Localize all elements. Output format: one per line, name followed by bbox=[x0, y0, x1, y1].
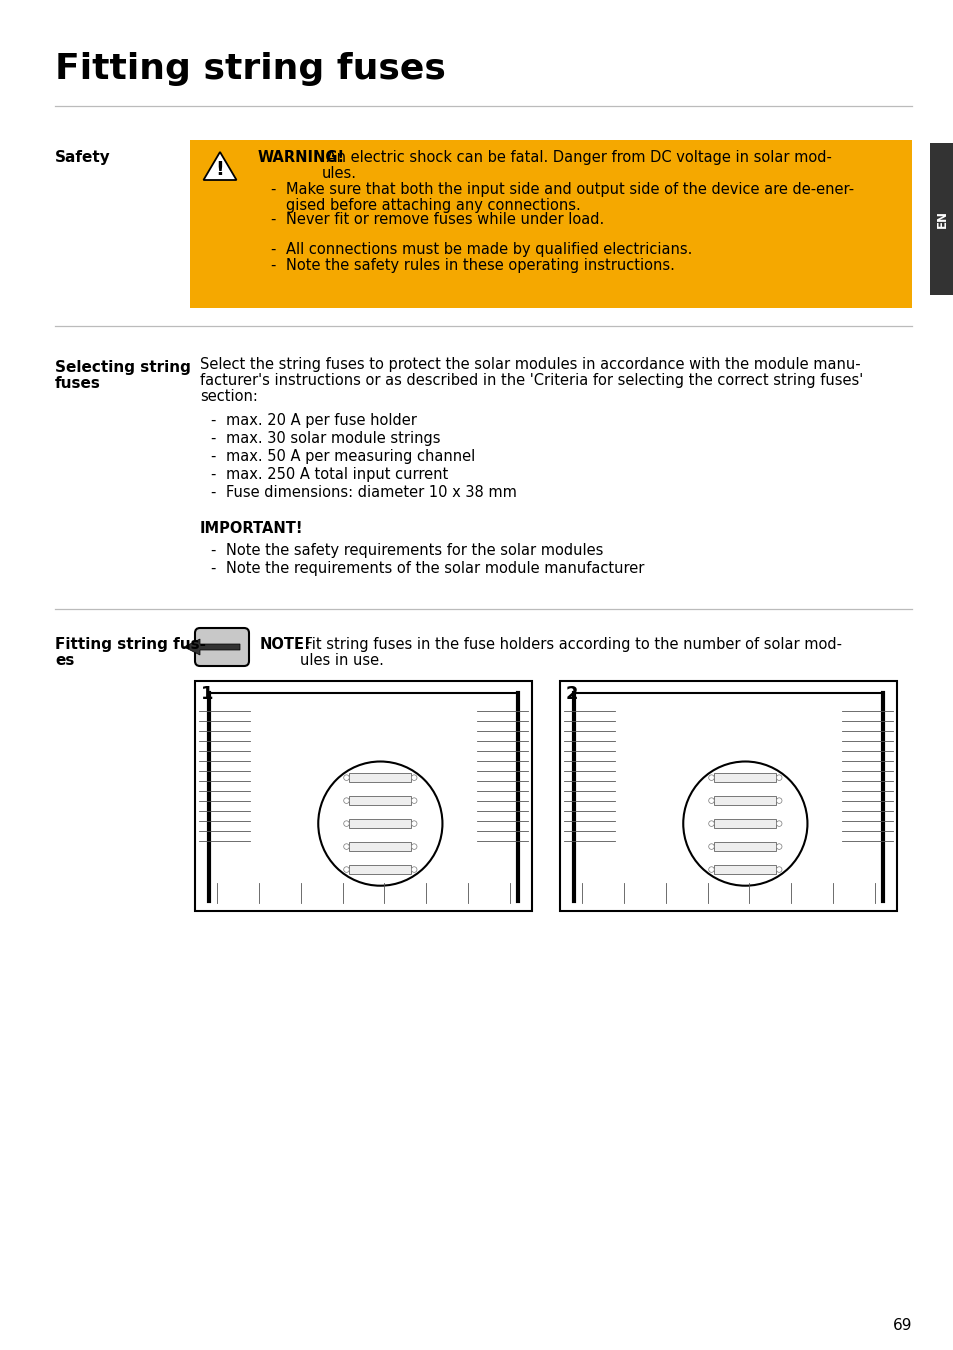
Text: 69: 69 bbox=[892, 1318, 911, 1332]
Circle shape bbox=[708, 844, 714, 849]
Text: -: - bbox=[270, 258, 275, 273]
Text: IMPORTANT!: IMPORTANT! bbox=[200, 521, 303, 536]
Text: 1: 1 bbox=[201, 684, 213, 703]
Circle shape bbox=[411, 844, 416, 849]
Text: Never fit or remove fuses while under load.: Never fit or remove fuses while under lo… bbox=[286, 212, 603, 227]
FancyBboxPatch shape bbox=[349, 865, 411, 875]
Circle shape bbox=[708, 775, 714, 780]
FancyBboxPatch shape bbox=[349, 796, 411, 806]
FancyBboxPatch shape bbox=[349, 819, 411, 829]
Polygon shape bbox=[203, 153, 236, 180]
Text: -: - bbox=[270, 182, 275, 197]
FancyBboxPatch shape bbox=[349, 842, 411, 852]
Circle shape bbox=[343, 867, 349, 872]
Circle shape bbox=[343, 844, 349, 849]
Text: Note the safety rules in these operating instructions.: Note the safety rules in these operating… bbox=[286, 258, 674, 273]
Text: ules in use.: ules in use. bbox=[299, 653, 383, 668]
Circle shape bbox=[682, 761, 806, 886]
Text: -: - bbox=[210, 450, 215, 464]
Text: max. 50 A per measuring channel: max. 50 A per measuring channel bbox=[226, 450, 475, 464]
Text: ules.: ules. bbox=[322, 166, 356, 181]
Text: -: - bbox=[210, 467, 215, 482]
Circle shape bbox=[411, 821, 416, 826]
Text: An electric shock can be fatal. Danger from DC voltage in solar mod-: An electric shock can be fatal. Danger f… bbox=[322, 150, 831, 165]
FancyBboxPatch shape bbox=[714, 796, 776, 806]
Text: Note the safety requirements for the solar modules: Note the safety requirements for the sol… bbox=[226, 543, 602, 558]
FancyBboxPatch shape bbox=[194, 680, 532, 911]
FancyBboxPatch shape bbox=[929, 143, 953, 296]
Circle shape bbox=[343, 798, 349, 803]
Circle shape bbox=[776, 844, 781, 849]
Text: fuses: fuses bbox=[55, 377, 101, 392]
Text: Fuse dimensions: diameter 10 x 38 mm: Fuse dimensions: diameter 10 x 38 mm bbox=[226, 485, 517, 500]
Text: -: - bbox=[210, 543, 215, 558]
Circle shape bbox=[411, 775, 416, 780]
Text: WARNING!: WARNING! bbox=[257, 150, 345, 165]
Text: gised before attaching any connections.: gised before attaching any connections. bbox=[286, 198, 580, 213]
Circle shape bbox=[708, 867, 714, 872]
FancyBboxPatch shape bbox=[349, 774, 411, 782]
Text: -: - bbox=[210, 431, 215, 446]
FancyBboxPatch shape bbox=[714, 819, 776, 829]
Text: -: - bbox=[210, 413, 215, 428]
Text: !: ! bbox=[215, 161, 224, 180]
Circle shape bbox=[343, 775, 349, 780]
Circle shape bbox=[411, 798, 416, 803]
Text: Fit string fuses in the fuse holders according to the number of solar mod-: Fit string fuses in the fuse holders acc… bbox=[299, 637, 841, 652]
Text: section:: section: bbox=[200, 389, 257, 404]
Text: facturer's instructions or as described in the 'Criteria for selecting the corre: facturer's instructions or as described … bbox=[200, 373, 862, 387]
Text: Select the string fuses to protect the solar modules in accordance with the modu: Select the string fuses to protect the s… bbox=[200, 356, 860, 373]
Text: NOTE!: NOTE! bbox=[260, 637, 312, 652]
Circle shape bbox=[343, 821, 349, 826]
Circle shape bbox=[411, 867, 416, 872]
Circle shape bbox=[318, 761, 442, 886]
Text: All connections must be made by qualified electricians.: All connections must be made by qualifie… bbox=[286, 242, 692, 256]
Text: Selecting string: Selecting string bbox=[55, 360, 191, 375]
Text: Safety: Safety bbox=[55, 150, 111, 165]
Text: max. 30 solar module strings: max. 30 solar module strings bbox=[226, 431, 440, 446]
FancyBboxPatch shape bbox=[714, 842, 776, 852]
Text: -: - bbox=[210, 562, 215, 576]
Text: es: es bbox=[55, 653, 74, 668]
FancyBboxPatch shape bbox=[190, 140, 911, 308]
Text: max. 20 A per fuse holder: max. 20 A per fuse holder bbox=[226, 413, 416, 428]
Text: Fitting string fus-: Fitting string fus- bbox=[55, 637, 206, 652]
Circle shape bbox=[708, 798, 714, 803]
Circle shape bbox=[776, 867, 781, 872]
Circle shape bbox=[776, 821, 781, 826]
FancyBboxPatch shape bbox=[714, 774, 776, 782]
Text: EN: EN bbox=[935, 211, 947, 228]
Circle shape bbox=[776, 798, 781, 803]
Text: 2: 2 bbox=[565, 684, 578, 703]
Text: -: - bbox=[210, 485, 215, 500]
Text: Note the requirements of the solar module manufacturer: Note the requirements of the solar modul… bbox=[226, 562, 643, 576]
Circle shape bbox=[708, 821, 714, 826]
FancyBboxPatch shape bbox=[714, 865, 776, 875]
Text: -: - bbox=[270, 212, 275, 227]
Circle shape bbox=[776, 775, 781, 780]
Text: -: - bbox=[270, 242, 275, 256]
FancyBboxPatch shape bbox=[194, 628, 249, 666]
Text: Fitting string fuses: Fitting string fuses bbox=[55, 53, 445, 86]
Text: max. 250 A total input current: max. 250 A total input current bbox=[226, 467, 448, 482]
FancyBboxPatch shape bbox=[559, 680, 896, 911]
Text: Make sure that both the input side and output side of the device are de-ener-: Make sure that both the input side and o… bbox=[286, 182, 853, 197]
Polygon shape bbox=[184, 639, 240, 655]
